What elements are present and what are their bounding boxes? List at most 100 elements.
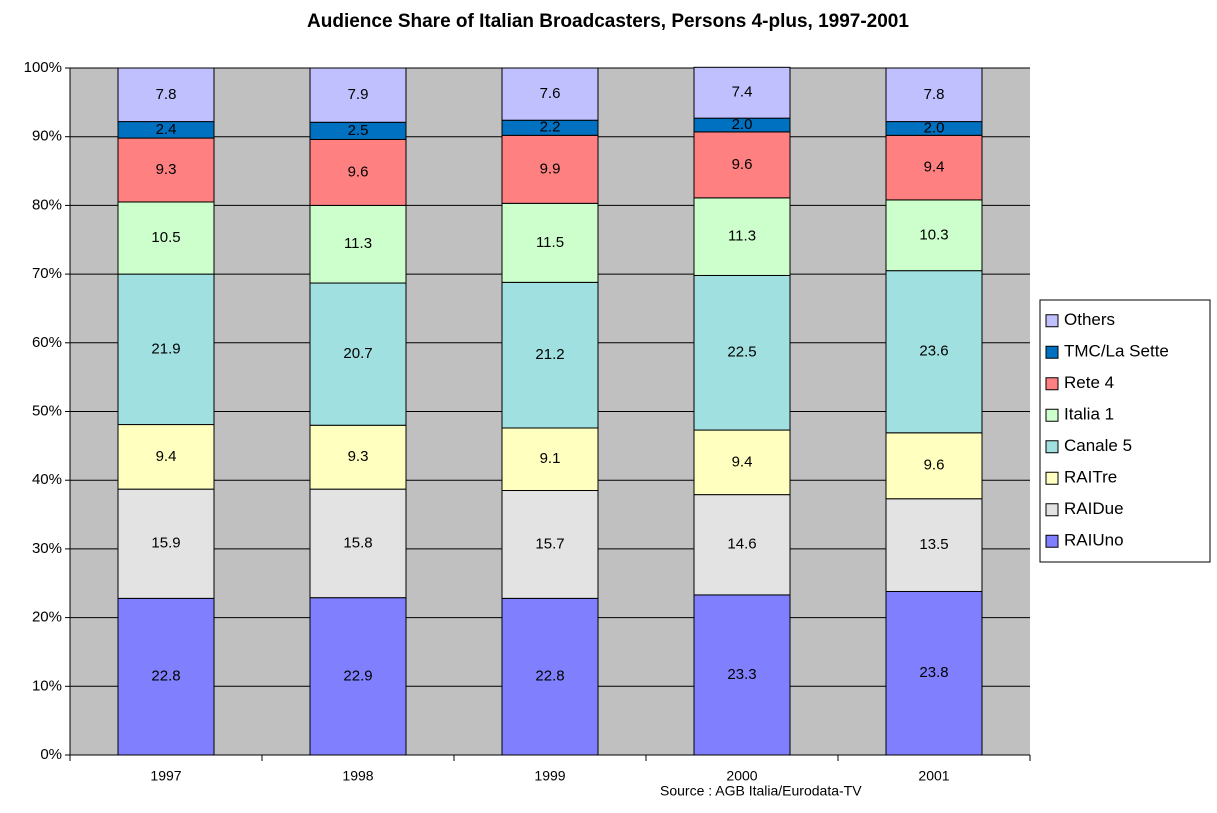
bar-segment (117, 201, 215, 275)
bar-segment (693, 429, 791, 496)
data-label: 2.2 (540, 119, 561, 136)
x-tick-label: 2000 (726, 768, 757, 784)
bar-segment (885, 134, 983, 201)
legend-label: TMC/La Sette (1064, 342, 1169, 361)
data-label: 2.5 (348, 122, 369, 139)
data-label: 9.4 (732, 453, 753, 470)
legend-label: RAIDue (1064, 499, 1124, 518)
data-label: 9.9 (540, 160, 561, 177)
data-label: 9.3 (156, 161, 177, 178)
y-tick-label: 60% (32, 334, 62, 351)
data-label: 7.9 (348, 86, 369, 103)
data-label: 20.7 (343, 345, 372, 362)
data-label: 21.2 (535, 346, 564, 363)
bar-segment (693, 66, 791, 119)
bar-segment (501, 427, 599, 492)
data-label: 2.0 (732, 116, 753, 133)
data-label: 9.1 (540, 450, 561, 467)
bar-segment (501, 281, 599, 429)
x-tick-label: 1997 (150, 768, 181, 784)
bar-segment (117, 597, 215, 756)
bar-segment (693, 197, 791, 276)
legend-swatch (1045, 377, 1059, 391)
bar-segment (117, 424, 215, 490)
bar-segment (501, 67, 599, 121)
x-tick-label: 2001 (918, 768, 949, 784)
bar-segment (501, 202, 599, 283)
y-tick-label: 80% (32, 196, 62, 213)
data-label: 15.7 (535, 535, 564, 552)
x-tick-label: 1998 (342, 768, 373, 784)
bar-segment (885, 432, 983, 500)
bar-segment (501, 597, 599, 756)
bar-segment (501, 490, 599, 599)
data-label: 9.4 (156, 448, 177, 465)
legend-swatch (1045, 534, 1059, 548)
data-label: 9.6 (732, 156, 753, 173)
legend-swatch (1045, 440, 1059, 454)
data-label: 10.3 (919, 226, 948, 243)
y-tick-label: 100% (24, 59, 62, 76)
bar-segment (885, 67, 983, 123)
data-label: 7.6 (540, 85, 561, 102)
data-label: 11.3 (344, 235, 372, 252)
legend-box (1039, 299, 1211, 563)
bar-segment (693, 594, 791, 756)
bar-segment (117, 137, 215, 203)
data-label: 22.5 (727, 344, 756, 361)
data-label: 7.8 (924, 86, 945, 103)
y-tick-label: 0% (40, 746, 62, 763)
legend-swatch (1045, 408, 1059, 422)
bar-segment (309, 424, 407, 490)
legend-label: Italia 1 (1064, 405, 1114, 424)
y-tick-label: 90% (32, 128, 62, 145)
y-tick-label: 70% (32, 265, 62, 282)
bar-segment (117, 67, 215, 123)
data-label: 23.6 (919, 343, 948, 360)
data-label: 7.8 (156, 86, 177, 103)
source-note: Source : AGB Italia/Eurodata-TV (660, 783, 862, 799)
data-label: 15.8 (343, 534, 372, 551)
data-label: 14.6 (727, 536, 756, 553)
data-label: 23.3 (727, 666, 756, 683)
data-label: 9.4 (924, 159, 945, 176)
bar-segment (117, 488, 215, 599)
bar-segment (117, 273, 215, 426)
data-label: 22.8 (151, 668, 180, 685)
legend-label: Canale 5 (1064, 436, 1132, 455)
legend-label: RAIUno (1064, 531, 1124, 550)
x-tick-label: 1999 (534, 768, 565, 784)
data-label: 13.5 (919, 536, 948, 553)
legend-swatch (1045, 471, 1059, 485)
legend-swatch (1045, 314, 1059, 328)
legend-swatch (1045, 503, 1059, 517)
y-tick-label: 30% (32, 540, 62, 557)
data-label: 9.6 (924, 457, 945, 474)
legend-label: Others (1064, 310, 1115, 329)
data-label: 21.9 (151, 340, 180, 357)
legend-swatch (1045, 345, 1059, 359)
data-label: 22.9 (343, 667, 372, 684)
bar-segment (501, 134, 599, 204)
y-tick-label: 10% (32, 677, 62, 694)
bar-segment (693, 274, 791, 431)
data-label: 2.0 (924, 119, 945, 136)
bar-segment (885, 498, 983, 592)
data-label: 10.5 (151, 229, 180, 246)
bar-segment (309, 67, 407, 123)
data-label: 22.8 (535, 668, 564, 685)
data-label: 23.8 (919, 664, 948, 681)
legend-label: RAITre (1064, 468, 1117, 487)
data-label: 9.6 (348, 163, 369, 180)
y-tick-label: 40% (32, 471, 62, 488)
data-label: 7.4 (732, 84, 753, 101)
data-label: 2.4 (156, 121, 177, 138)
bar-segment (309, 282, 407, 426)
y-tick-label: 50% (32, 402, 62, 419)
bar-segment (885, 199, 983, 272)
legend-label: Rete 4 (1064, 373, 1114, 392)
data-label: 11.3 (728, 228, 756, 245)
chart-title: Audience Share of Italian Broadcasters, … (307, 11, 909, 32)
y-tick-label: 20% (32, 609, 62, 626)
